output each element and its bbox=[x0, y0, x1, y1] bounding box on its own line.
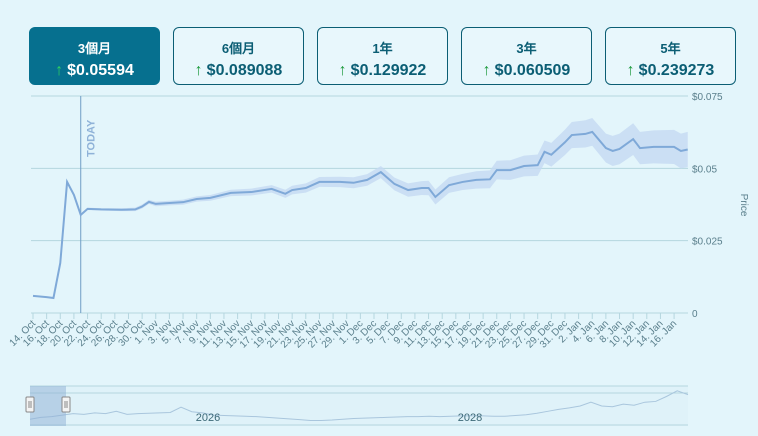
range-button-1-year[interactable]: 1年 ↑ $0.129922 bbox=[317, 27, 448, 85]
navigator-year-label: 2026 bbox=[196, 412, 220, 424]
arrow-up-icon: ↑ bbox=[626, 62, 635, 79]
range-change: ↑ $0.060509 bbox=[462, 62, 591, 80]
arrow-up-icon: ↑ bbox=[338, 62, 347, 79]
y-tick-label: 0 bbox=[692, 309, 698, 320]
range-button-3-months[interactable]: 3個月 ↑ $0.05594 bbox=[29, 27, 160, 85]
change-value: $0.129922 bbox=[350, 62, 427, 79]
range-label: 3年 bbox=[516, 41, 537, 56]
range-button-3-years[interactable]: 3年 ↑ $0.060509 bbox=[461, 27, 592, 85]
range-change: ↑ $0.129922 bbox=[318, 62, 447, 80]
forecast-range-band bbox=[87, 117, 688, 212]
today-label: TODAY bbox=[86, 119, 98, 157]
navigator-selection[interactable] bbox=[30, 386, 66, 426]
y-tick-label: $0.025 bbox=[692, 237, 723, 248]
range-label: 6個月 bbox=[221, 41, 256, 56]
navigator-handle[interactable] bbox=[61, 396, 71, 413]
arrow-up-icon: ↑ bbox=[482, 62, 491, 79]
arrow-up-icon: ↑ bbox=[55, 62, 64, 79]
range-label: 1年 bbox=[372, 41, 393, 56]
y-tick-label: $0.075 bbox=[692, 92, 723, 103]
arrow-up-icon: ↑ bbox=[194, 62, 203, 79]
price-line bbox=[32, 130, 688, 300]
range-label: 3個月 bbox=[77, 41, 112, 56]
navigator-background bbox=[30, 386, 688, 426]
navigator-year-label: 2028 bbox=[458, 412, 482, 424]
change-value: $0.060509 bbox=[494, 62, 571, 79]
range-label: 5年 bbox=[660, 41, 681, 56]
navigator-series bbox=[29, 390, 689, 421]
range-change: ↑ $0.05594 bbox=[30, 62, 159, 80]
y-axis-title: Price bbox=[738, 194, 749, 217]
change-value: $0.089088 bbox=[206, 62, 283, 79]
change-value: $0.239273 bbox=[638, 62, 715, 79]
range-change: ↑ $0.089088 bbox=[174, 62, 303, 80]
range-button-6-months[interactable]: 6個月 ↑ $0.089088 bbox=[173, 27, 304, 85]
y-tick-label: $0.05 bbox=[692, 164, 717, 175]
range-button-5-years[interactable]: 5年 ↑ $0.239273 bbox=[605, 27, 736, 85]
change-value: $0.05594 bbox=[67, 62, 134, 79]
range-change: ↑ $0.239273 bbox=[606, 62, 735, 80]
navigator-handle[interactable] bbox=[25, 396, 35, 413]
navigator[interactable]: 2026 2028 bbox=[25, 385, 689, 426]
